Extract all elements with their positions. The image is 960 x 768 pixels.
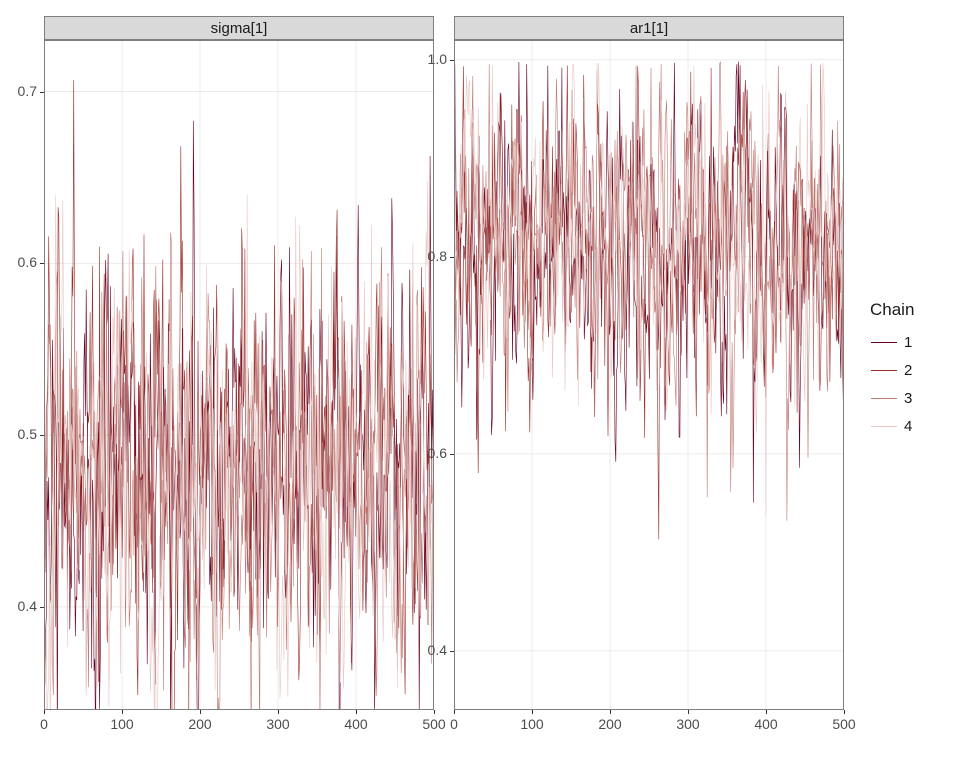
y-tick-label: 0.6 bbox=[428, 445, 447, 461]
x-tick-label: 300 bbox=[668, 716, 708, 732]
y-tick bbox=[450, 651, 454, 652]
legend-swatch bbox=[870, 384, 898, 412]
facet-title: sigma[1] bbox=[211, 20, 268, 37]
panel-ar1 bbox=[454, 40, 844, 710]
x-tick bbox=[122, 710, 123, 714]
y-tick bbox=[450, 60, 454, 61]
y-tick-label: 0.5 bbox=[18, 426, 37, 442]
y-tick-label: 0.8 bbox=[428, 248, 447, 264]
x-tick bbox=[688, 710, 689, 714]
x-tick bbox=[844, 710, 845, 714]
y-tick bbox=[450, 257, 454, 258]
facet-title: ar1[1] bbox=[630, 20, 668, 37]
x-tick-label: 200 bbox=[180, 716, 220, 732]
y-tick bbox=[40, 607, 44, 608]
y-tick-label: 1.0 bbox=[428, 51, 447, 67]
x-tick-label: 100 bbox=[102, 716, 142, 732]
x-tick-label: 0 bbox=[434, 716, 474, 732]
x-tick-label: 100 bbox=[512, 716, 552, 732]
legend-line-icon bbox=[871, 370, 897, 371]
legend-line-icon bbox=[871, 342, 897, 343]
x-tick-label: 0 bbox=[24, 716, 64, 732]
x-tick-label: 400 bbox=[746, 716, 786, 732]
x-tick bbox=[200, 710, 201, 714]
x-tick bbox=[610, 710, 611, 714]
legend-label: 4 bbox=[904, 418, 912, 435]
legend-swatch bbox=[870, 412, 898, 440]
legend-swatch bbox=[870, 328, 898, 356]
y-tick-label: 0.4 bbox=[428, 642, 447, 658]
facet-strip-ar1: ar1[1] bbox=[454, 16, 844, 40]
legend-line-icon bbox=[871, 398, 897, 399]
x-tick bbox=[44, 710, 45, 714]
legend-item-3: 3 bbox=[870, 384, 914, 412]
y-tick-label: 0.4 bbox=[18, 598, 37, 614]
y-tick-label: 0.6 bbox=[18, 254, 37, 270]
y-tick-label: 0.7 bbox=[18, 83, 37, 99]
legend-label: 3 bbox=[904, 390, 912, 407]
x-tick-label: 500 bbox=[824, 716, 864, 732]
legend-item-2: 2 bbox=[870, 356, 914, 384]
x-tick bbox=[356, 710, 357, 714]
y-tick bbox=[450, 454, 454, 455]
panel-sigma bbox=[44, 40, 434, 710]
facet-strip-sigma: sigma[1] bbox=[44, 16, 434, 40]
legend-line-icon bbox=[871, 426, 897, 427]
y-tick bbox=[40, 263, 44, 264]
legend: Chain 1 2 3 4 bbox=[870, 300, 914, 440]
y-tick bbox=[40, 92, 44, 93]
x-tick-label: 200 bbox=[590, 716, 630, 732]
plot-svg-sigma bbox=[44, 40, 434, 710]
x-tick-label: 400 bbox=[336, 716, 376, 732]
x-tick bbox=[278, 710, 279, 714]
legend-label: 2 bbox=[904, 362, 912, 379]
x-tick bbox=[454, 710, 455, 714]
legend-label: 1 bbox=[904, 334, 912, 351]
y-tick bbox=[40, 435, 44, 436]
x-tick-label: 300 bbox=[258, 716, 298, 732]
legend-swatch bbox=[870, 356, 898, 384]
plot-svg-ar1 bbox=[454, 40, 844, 710]
trace-plot-figure: sigma[1] 0 100 200 300 400 500 0.4 0.5 0.6 0.7 ar1[… bbox=[0, 0, 960, 768]
legend-title: Chain bbox=[870, 300, 914, 320]
x-tick bbox=[532, 710, 533, 714]
x-tick bbox=[766, 710, 767, 714]
x-tick bbox=[434, 710, 435, 714]
legend-item-1: 1 bbox=[870, 328, 914, 356]
legend-item-4: 4 bbox=[870, 412, 914, 440]
